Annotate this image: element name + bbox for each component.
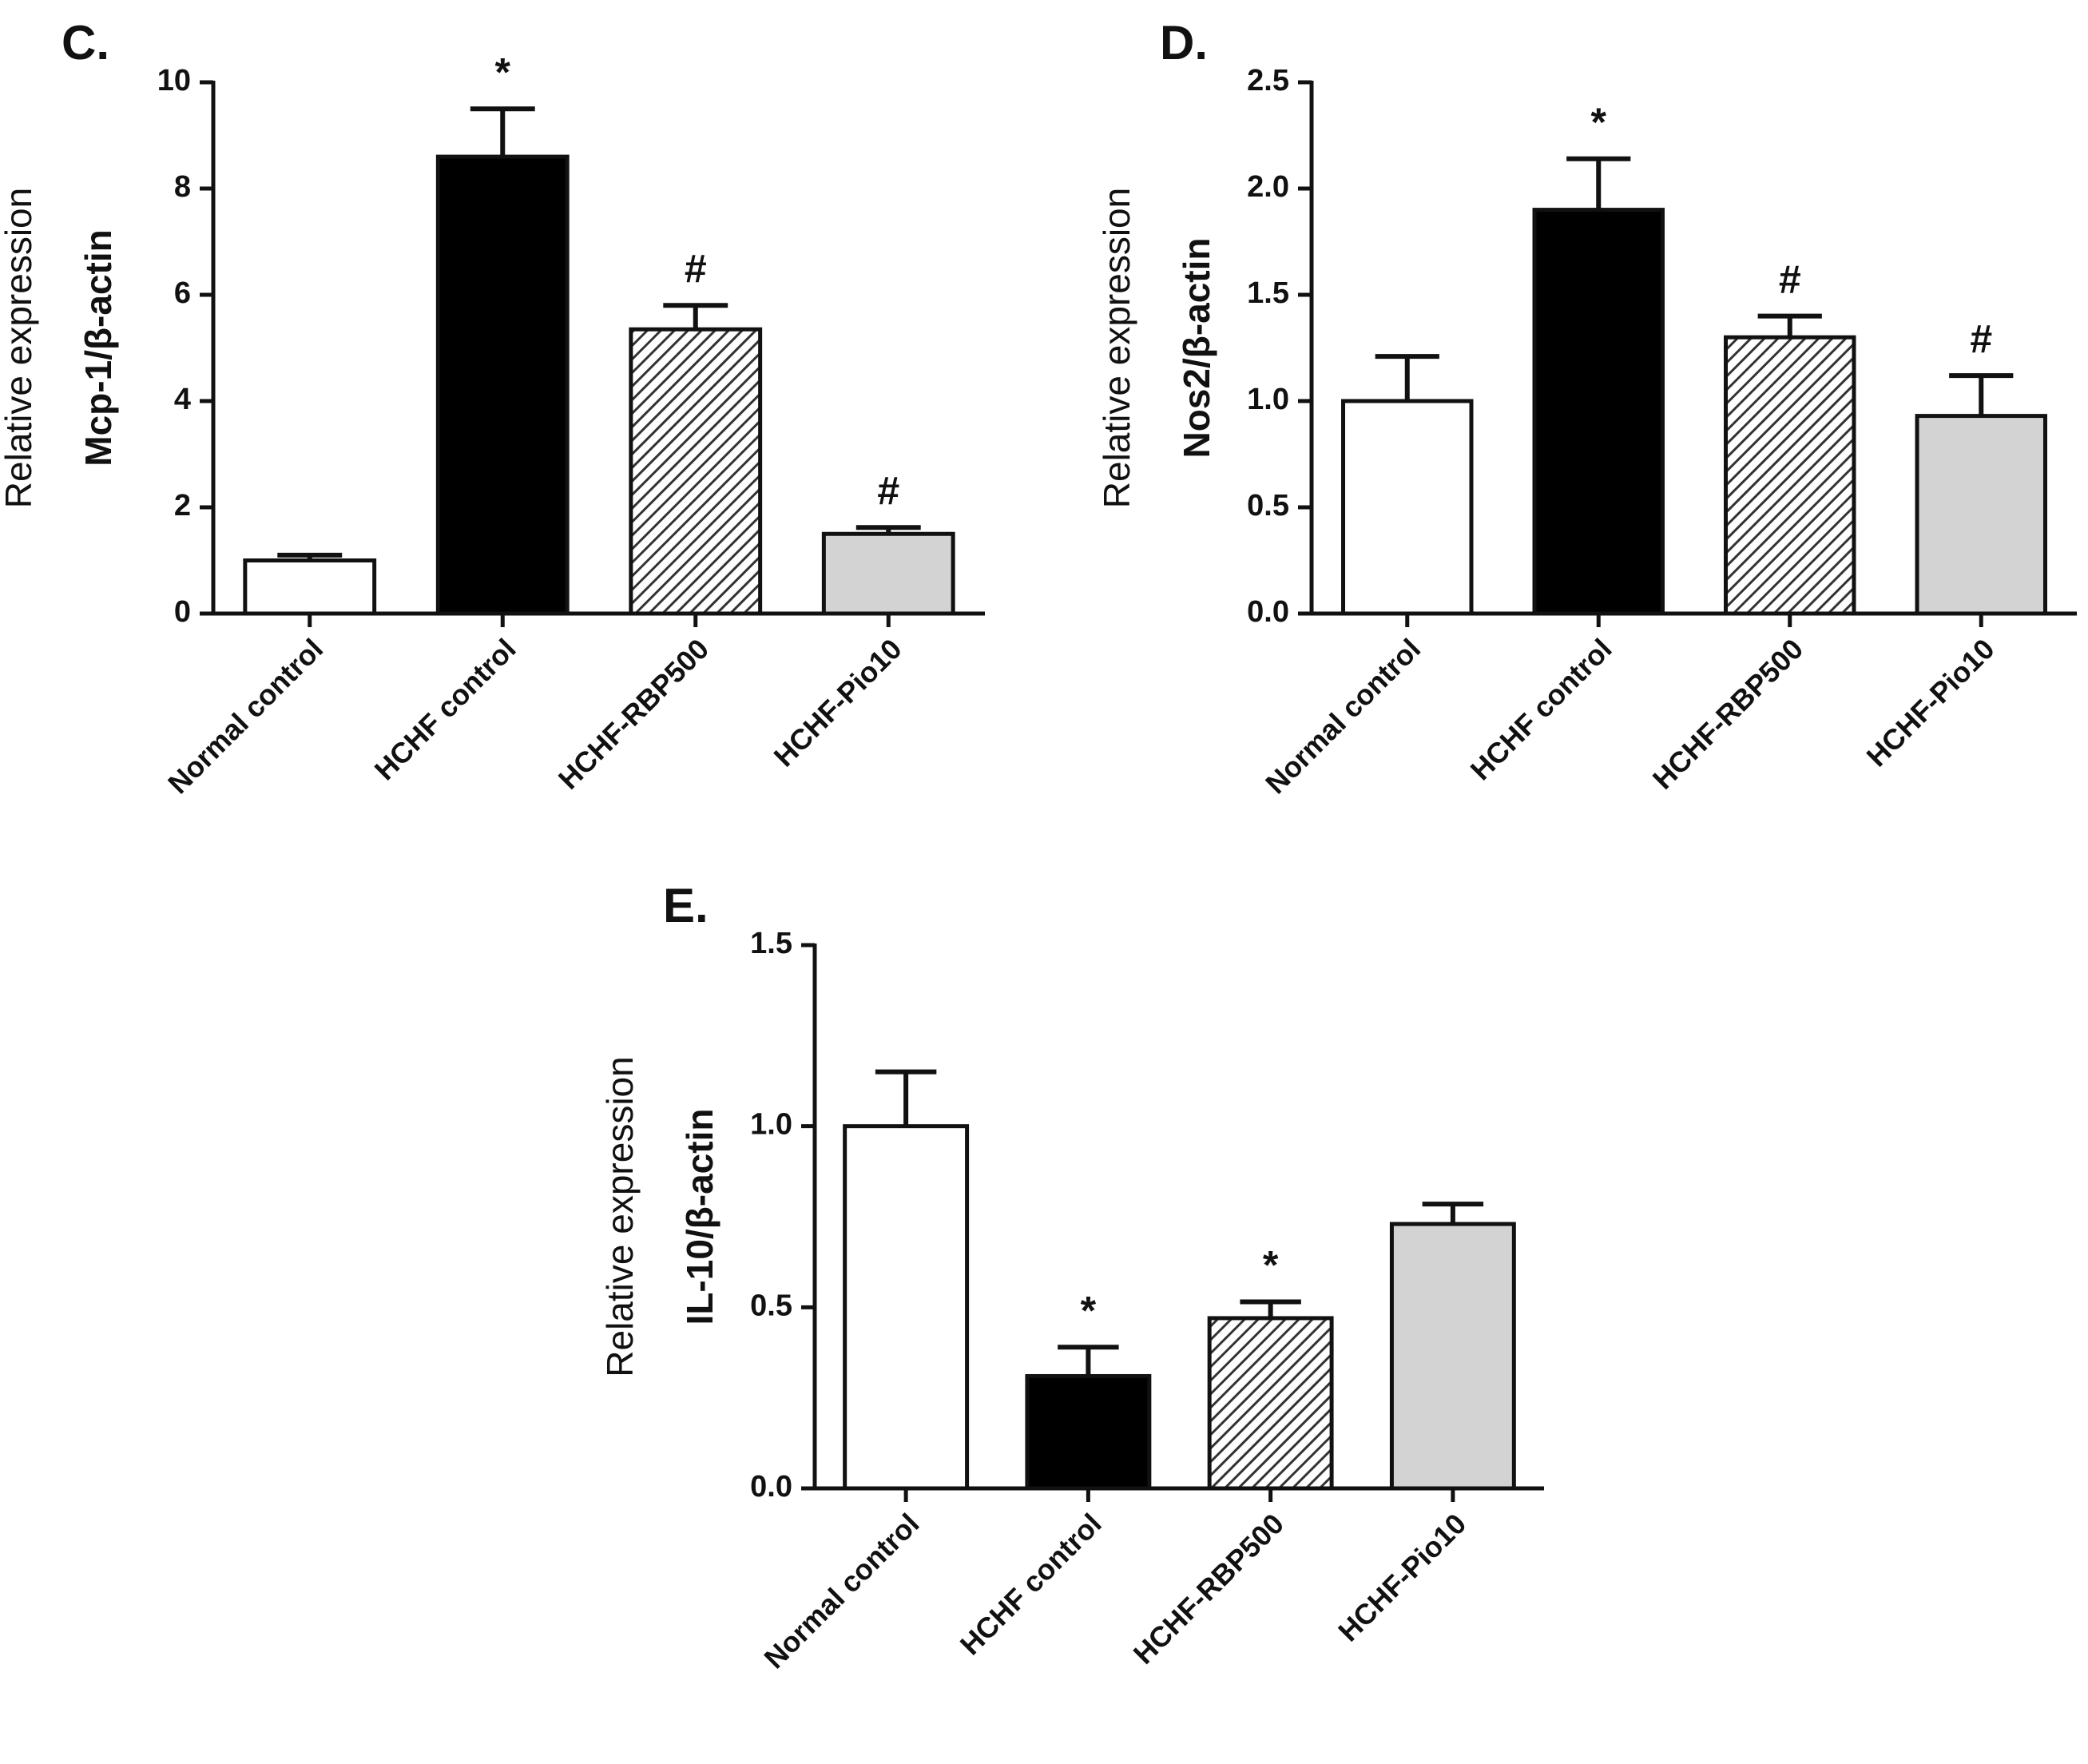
bar — [1207, 1316, 1334, 1491]
y-axis-label: IL-10/β-actin — [679, 1109, 720, 1325]
bar — [1915, 414, 2047, 616]
x-tick-label: Normal control — [757, 1507, 925, 1675]
y-tick-label: 0.0 — [1247, 595, 1289, 629]
y-tick-label: 1.5 — [750, 927, 792, 960]
x-tick-label: HCHF-RBP500 — [1127, 1507, 1290, 1670]
y-tick-label: 0.5 — [1247, 489, 1289, 522]
y-tick-label: 4 — [174, 383, 191, 416]
bar — [243, 558, 377, 616]
y-tick-label: 10 — [157, 64, 191, 97]
bar — [1724, 335, 1856, 616]
y-tick-label: 0.0 — [750, 1470, 792, 1504]
y-tick-label: 0.5 — [750, 1289, 792, 1322]
x-tick-label: HCHF-RBP500 — [552, 632, 715, 795]
y-axis-label: Relative expression — [1096, 188, 1137, 508]
significance-mark: # — [1970, 316, 1992, 361]
x-tick-label: HCHF-Pio10 — [1860, 632, 2001, 773]
significance-mark: * — [1081, 1288, 1097, 1333]
x-tick-label: HCHF-Pio10 — [768, 632, 908, 773]
x-tick-label: HCHF control — [368, 632, 522, 786]
x-tick-label: HCHF control — [1464, 632, 1618, 786]
y-tick-label: 1.0 — [750, 1108, 792, 1142]
bar — [435, 154, 570, 616]
y-tick-label: 8 — [174, 170, 191, 204]
y-tick-label: 1.5 — [1247, 276, 1289, 310]
y-axis-label: Nos2/β-actin — [1176, 237, 1217, 458]
x-tick-label: Normal control — [161, 632, 329, 800]
y-tick-label: 2.5 — [1247, 64, 1289, 97]
y-tick-label: 2.0 — [1247, 170, 1289, 204]
x-tick-label: Normal control — [1259, 632, 1427, 800]
y-axis-label: Relative expression — [0, 188, 39, 508]
significance-mark: * — [495, 50, 511, 94]
bar — [1025, 1373, 1152, 1491]
significance-mark: * — [1591, 100, 1607, 145]
bar — [1532, 208, 1665, 616]
bar — [629, 327, 763, 616]
x-tick-label: HCHF-Pio10 — [1332, 1507, 1472, 1647]
y-tick-label: 6 — [174, 276, 191, 310]
bar — [821, 531, 955, 616]
significance-mark: * — [1263, 1243, 1279, 1288]
x-tick-label: HCHF-RBP500 — [1646, 632, 1809, 795]
significance-mark: # — [1779, 257, 1801, 302]
panel-label: E. — [663, 879, 709, 932]
significance-mark: # — [877, 468, 899, 513]
significance-mark: # — [685, 247, 707, 292]
y-tick-label: 2 — [174, 489, 191, 522]
y-axis-label: Mcp-1/β-actin — [77, 229, 119, 466]
y-tick-label: 0 — [174, 595, 191, 629]
y-tick-label: 1.0 — [1247, 383, 1289, 416]
bar — [1341, 399, 1474, 616]
x-tick-label: HCHF control — [954, 1507, 1108, 1661]
bar — [1389, 1222, 1516, 1491]
bar — [843, 1124, 970, 1491]
y-axis-label: Relative expression — [599, 1056, 641, 1377]
panel-label: D. — [1160, 16, 1208, 70]
panel-label: C. — [62, 16, 109, 70]
